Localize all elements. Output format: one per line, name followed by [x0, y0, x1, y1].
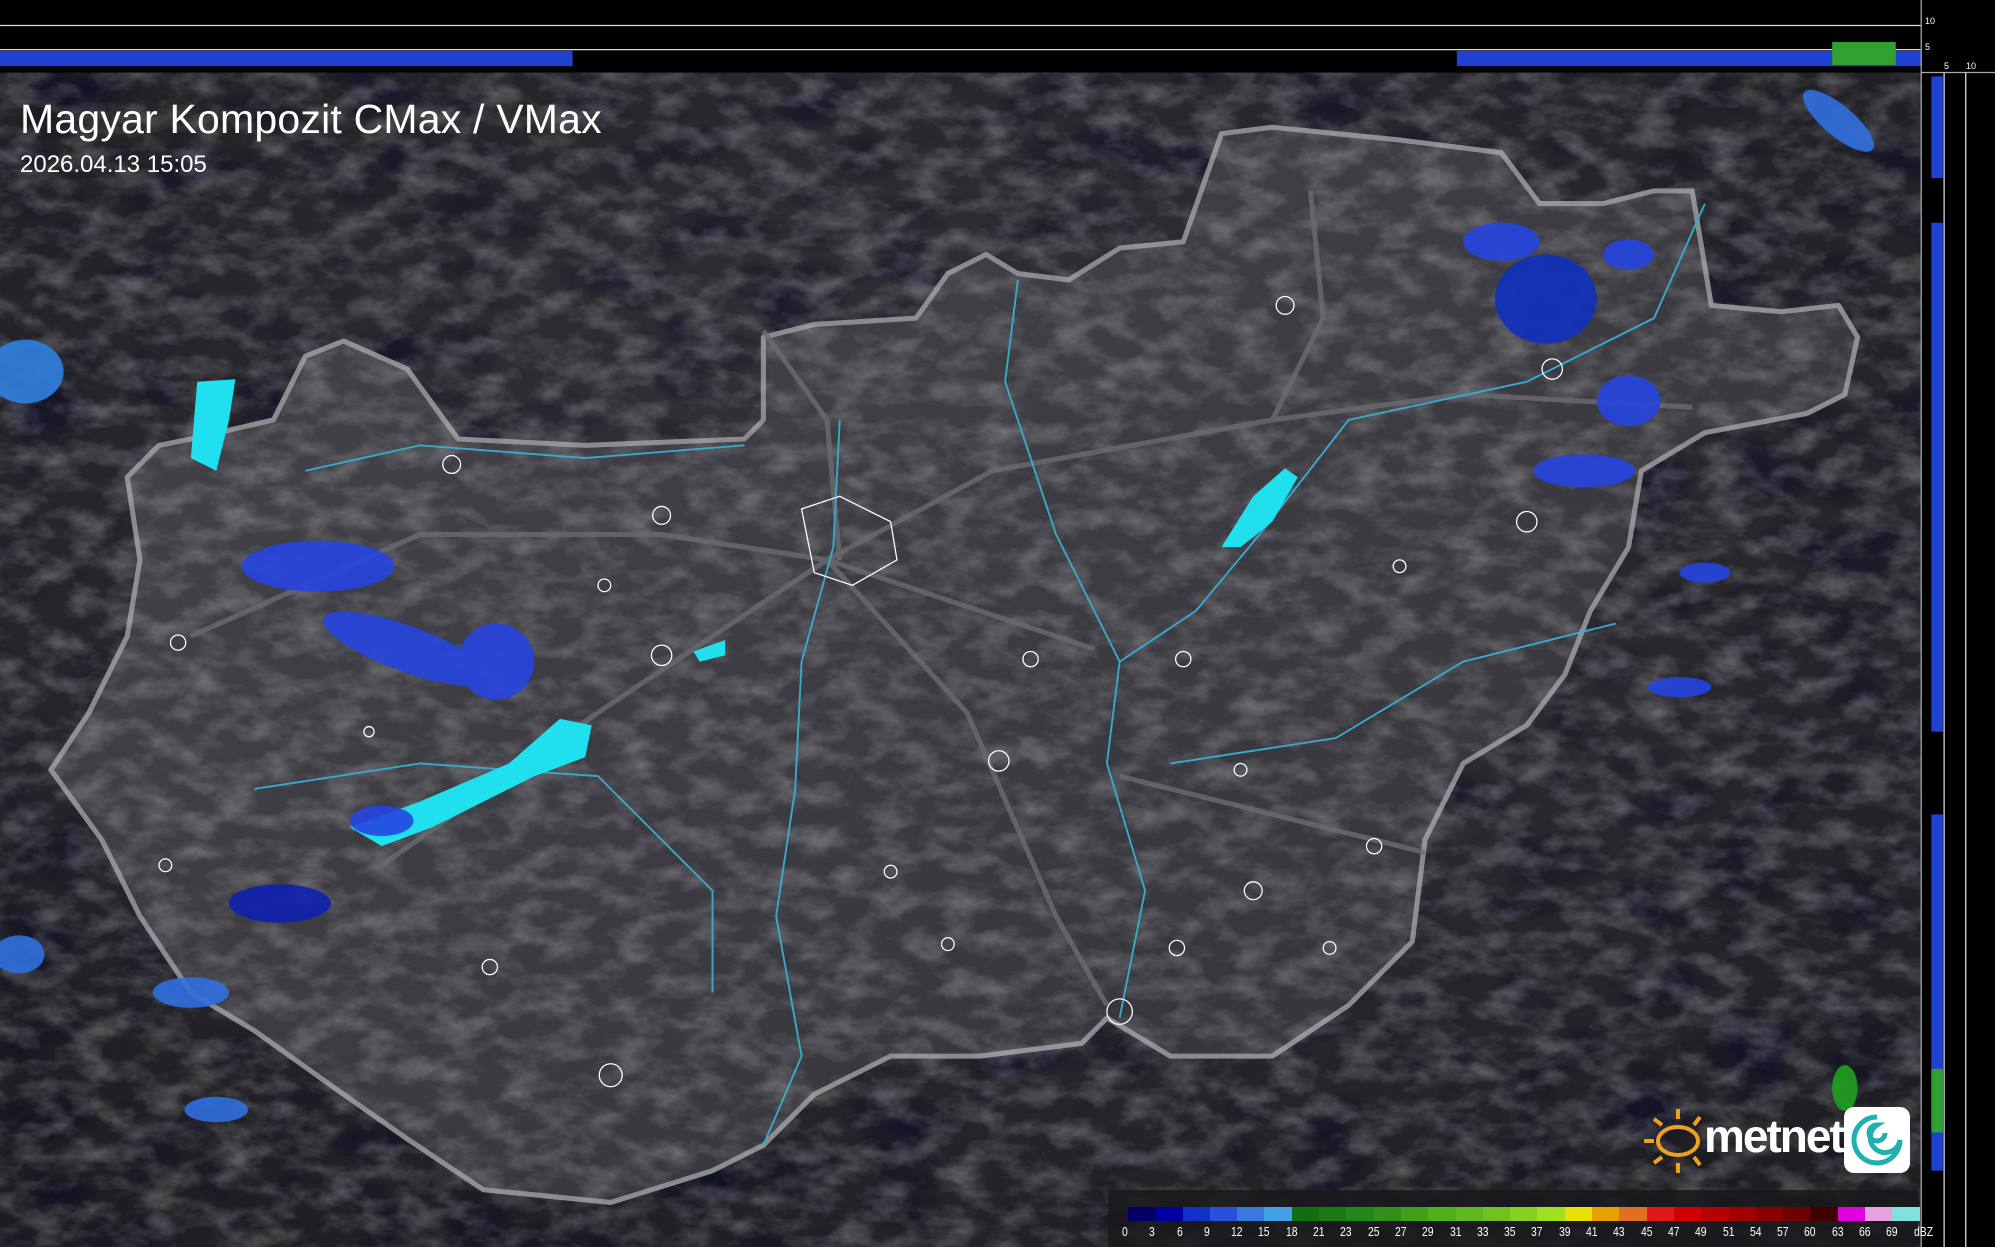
legend-label: 12	[1231, 1224, 1243, 1239]
top-scale-label: 10	[1925, 16, 1936, 26]
legend-color-cell	[1155, 1207, 1183, 1221]
legend-label: 35	[1504, 1224, 1516, 1239]
lake-velence	[693, 640, 726, 662]
legend-label: 18	[1285, 1224, 1298, 1239]
legend-label: 39	[1558, 1224, 1571, 1239]
swirl-icon	[1844, 1107, 1910, 1173]
legend-color-cell	[1510, 1207, 1538, 1221]
legend-color-cell	[1619, 1207, 1647, 1221]
legend-label: 23	[1340, 1224, 1352, 1239]
legend-color-cell	[1755, 1207, 1784, 1221]
legend-color-cell	[1128, 1207, 1156, 1221]
map-title: Magyar Kompozit CMax / VMax	[20, 96, 602, 142]
legend-color-cell	[1783, 1207, 1811, 1221]
legend-color-cell	[1209, 1207, 1238, 1221]
precipitation	[0, 89, 1875, 1123]
top-scale-label: 5	[1925, 42, 1931, 52]
legend-label: 54	[1749, 1224, 1762, 1239]
legend-color-cell	[1482, 1207, 1511, 1221]
legend-label: 49	[1695, 1224, 1707, 1239]
legend-color-cell	[1810, 1207, 1838, 1221]
legend-unit: dBZ	[1913, 1224, 1933, 1239]
lake-tisza	[1221, 468, 1298, 548]
legend-label: 29	[1422, 1224, 1434, 1239]
legend-label: 21	[1313, 1224, 1325, 1239]
legend-color-cell	[1400, 1207, 1429, 1221]
legend-labels: 0 3 6 9 12 15 18 21 23 25 27 29 31 33 35 37 39 41 43 45 47 49…	[1122, 1224, 1941, 1239]
dbz-legend: 0 3 6 9 12 15 18 21 23 25 27 29 31 33 35 37 39 41 43 45 47 49…	[1108, 1190, 1933, 1247]
legend-color-cell	[1346, 1207, 1374, 1221]
legend-label: 43	[1613, 1224, 1625, 1239]
terrain-texture	[0, 72, 1922, 1247]
right-scale-label: 5	[1944, 61, 1950, 71]
legend-color-cell	[1673, 1207, 1702, 1221]
logo-text: metnet	[1704, 1110, 1845, 1162]
legend-color-cell	[1646, 1207, 1674, 1221]
lake-neusiedl	[190, 379, 236, 471]
legend-label: 6	[1176, 1224, 1183, 1239]
right-scale-label: 10	[1966, 61, 1977, 71]
legend-color-cell	[1892, 1207, 1920, 1221]
legend-label: 57	[1777, 1224, 1789, 1239]
legend-label: 51	[1722, 1224, 1735, 1239]
legend-color-scale	[1128, 1207, 1920, 1221]
legend-color-cell	[1264, 1207, 1292, 1221]
legend-color-cell	[1865, 1207, 1893, 1221]
legend-label: 15	[1258, 1224, 1271, 1239]
legend-color-cell	[1428, 1207, 1456, 1221]
legend-color-cell	[1237, 1207, 1265, 1221]
legend-label: 25	[1367, 1224, 1380, 1239]
legend-label: 9	[1203, 1224, 1210, 1239]
legend-color-cell	[1728, 1207, 1756, 1221]
legend-label: 47	[1667, 1224, 1680, 1239]
sun-icon	[1644, 1109, 1702, 1173]
legend-label: 63	[1831, 1224, 1844, 1239]
legend-label: 66	[1859, 1224, 1871, 1239]
legend-color-cell	[1291, 1207, 1320, 1221]
timestamp: 2026.04.13 15:05	[20, 151, 207, 178]
metnet-logo: metnet	[1640, 1105, 1910, 1177]
legend-label: 31	[1449, 1224, 1462, 1239]
legend-color-cell	[1182, 1207, 1210, 1221]
town-outlines	[158, 295, 1564, 1088]
rivers	[254, 203, 1706, 1146]
legend-label: 69	[1886, 1224, 1898, 1239]
legend-color-cell	[1701, 1207, 1729, 1221]
legend-label: 0	[1122, 1224, 1128, 1239]
legend-color-cell	[1564, 1207, 1593, 1221]
legend-label: 27	[1394, 1224, 1407, 1239]
legend-label: 3	[1149, 1224, 1156, 1239]
legend-label: 41	[1586, 1224, 1598, 1239]
legend-color-cell	[1319, 1207, 1347, 1221]
legend-label: 33	[1476, 1224, 1489, 1239]
legend-label: 60	[1804, 1224, 1816, 1239]
legend-color-cell	[1592, 1207, 1620, 1221]
legend-color-cell	[1537, 1207, 1565, 1221]
legend-color-cell	[1455, 1207, 1483, 1221]
legend-color-cell	[1373, 1207, 1401, 1221]
legend-label: 45	[1640, 1224, 1653, 1239]
legend-label: 37	[1531, 1224, 1544, 1239]
legend-color-cell	[1837, 1207, 1866, 1221]
